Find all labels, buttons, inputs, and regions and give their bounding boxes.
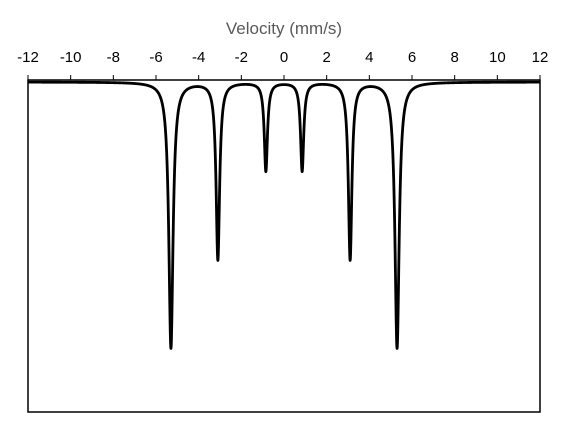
x-tick-label: 4 bbox=[365, 49, 373, 66]
x-tick-label: -2 bbox=[235, 49, 248, 66]
x-tick-label: 0 bbox=[280, 49, 288, 66]
x-axis-tick-labels: -12 -10 -8 -6 -4 -2 0 2 4 6 8 10 12 bbox=[17, 49, 548, 66]
spectrum-line-series bbox=[26, 80, 542, 350]
plot-frame bbox=[27, 79, 541, 413]
x-tick-label: -4 bbox=[192, 49, 205, 66]
x-tick-label: 6 bbox=[408, 49, 416, 66]
x-tick-label: 10 bbox=[489, 49, 506, 66]
x-tick-label: 2 bbox=[322, 49, 330, 66]
x-axis-ticks bbox=[27, 75, 541, 80]
x-tick-label: -12 bbox=[17, 49, 39, 66]
x-axis-title: Velocity (mm/s) bbox=[226, 19, 342, 38]
x-tick-label: -6 bbox=[149, 49, 162, 66]
x-tick-label: 12 bbox=[532, 49, 549, 66]
x-tick-label: -10 bbox=[60, 49, 82, 66]
x-tick-label: -8 bbox=[107, 49, 120, 66]
x-tick-label: 8 bbox=[450, 49, 458, 66]
